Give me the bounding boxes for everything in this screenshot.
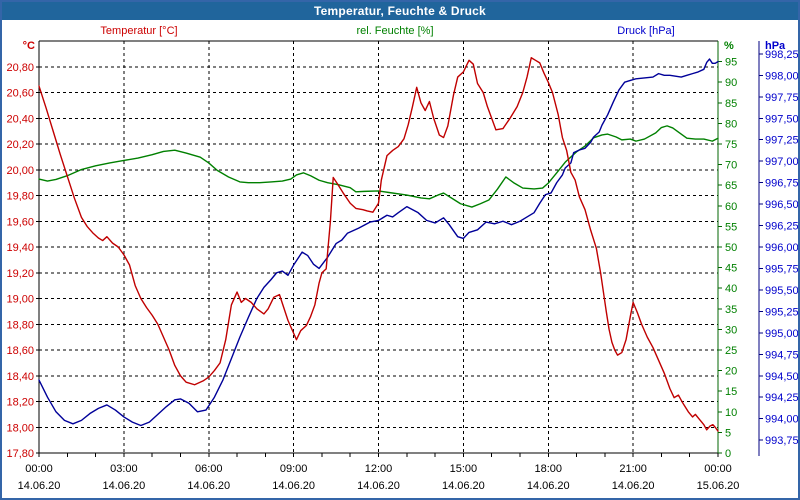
x-axis-date-label: 14.06.20 [272,480,315,492]
pressure-tick-label: 998,25 [765,49,798,61]
humidity-tick-label: 35 [725,304,737,316]
temperature-axis-header: Temperatur [°C] [100,25,177,37]
humidity-tick-label: 15 [725,386,737,398]
pressure-unit-label: hPa [765,40,786,52]
pressure-tick-label: 994,75 [765,349,798,361]
humidity-unit-label: % [724,40,734,52]
pressure-series-line [38,58,719,427]
x-axis-time-label: 06:00 [195,463,223,475]
x-axis-date-label: 14.06.20 [102,480,145,492]
x-axis-time-label: 09:00 [280,463,308,475]
temperature-tick-label: 19,40 [6,242,34,254]
humidity-tick-label: 0 [725,448,731,460]
humidity-series-line [38,125,719,208]
x-axis-time-label: 15:00 [450,463,478,475]
x-axis-date-label: 14.06.20 [18,480,61,492]
humidity-tick-label: 95 [725,57,737,69]
pressure-tick-label: 995,50 [765,285,798,297]
pressure-axis-header: Druck [hPa] [617,25,674,37]
x-axis-date-label: 14.06.20 [442,480,485,492]
pressure-tick-label: 996,50 [765,199,798,211]
x-axis-time-label: 00:00 [704,463,732,475]
humidity-tick-label: 45 [725,263,737,275]
humidity-tick-label: 60 [725,201,737,213]
chart-svg: 20,80 20,60 20,40 20,20 20,00 19,80 19,60 19,40… [6,25,798,492]
temperature-tick-label: 19,60 [6,216,34,228]
temperature-tick-label: 19,20 [6,268,34,280]
humidity-axis-header: rel. Feuchte [%] [356,25,433,37]
chart-container: 20,80 20,60 20,40 20,20 20,00 19,80 19,60 19,40… [2,20,798,498]
temperature-tick-label: 20,20 [6,139,34,151]
pressure-tick-label: 993,75 [765,435,798,447]
humidity-tick-label: 75 [725,139,737,151]
humidity-tick-label: 85 [725,98,737,110]
x-axis-time-label: 00:00 [25,463,53,475]
temperature-tick-label: 20,80 [6,62,34,74]
x-axis-date-label: 14.06.20 [357,480,400,492]
pressure-tick-label: 994,50 [765,371,798,383]
temperature-tick-label: 18,20 [6,397,34,409]
pressure-tick-label: 996,00 [765,242,798,254]
temperature-tick-label: 18,00 [6,422,34,434]
humidity-tick-label: 20 [725,366,737,378]
humidity-tick-label: 80 [725,118,737,130]
x-axis-time-label: 03:00 [110,463,138,475]
temperature-tick-label: 20,40 [6,113,34,125]
pressure-tick-label: 997,25 [765,135,798,147]
x-axis-time-label: 12:00 [365,463,393,475]
temperature-tick-label: 20,00 [6,165,34,177]
humidity-tick-label: 5 [725,427,731,439]
x-axis-time-label: 21:00 [619,463,647,475]
temperature-unit-label: °C [23,40,35,52]
temperature-tick-label: 19,80 [6,191,34,203]
temperature-tick-label: 19,00 [6,294,34,306]
x-axis-date-label: 14.06.20 [612,480,655,492]
pressure-tick-label: 997,50 [765,113,798,125]
humidity-tick-label: 40 [725,283,737,295]
temperature-tick-label: 18,80 [6,319,34,331]
pressure-tick-label: 997,75 [765,92,798,104]
title-bar: Temperatur, Feuchte & Druck [2,2,798,20]
humidity-tick-label: 50 [725,242,737,254]
pressure-tick-label: 995,25 [765,306,798,318]
humidity-tick-label: 55 [725,221,737,233]
humidity-tick-label: 65 [725,180,737,192]
temperature-series-line [38,57,719,432]
x-axis-time-label: 18:00 [534,463,562,475]
x-axis-date-label: 15.06.20 [697,480,740,492]
x-axis-date-label: 14.06.20 [527,480,570,492]
humidity-tick-label: 90 [725,77,737,89]
humidity-tick-label: 10 [725,407,737,419]
temperature-tick-label: 17,80 [6,448,34,460]
pressure-tick-label: 997,00 [765,156,798,168]
window-title: Temperatur, Feuchte & Druck [314,4,486,18]
temperature-tick-label: 18,60 [6,345,34,357]
humidity-tick-label: 25 [725,345,737,357]
pressure-tick-label: 996,75 [765,178,798,190]
pressure-tick-label: 995,75 [765,263,798,275]
x-axis-date-label: 14.06.20 [187,480,230,492]
pressure-tick-label: 994,25 [765,392,798,404]
pressure-tick-label: 998,00 [765,70,798,82]
temperature-tick-label: 18,40 [6,371,34,383]
pressure-tick-label: 994,00 [765,414,798,426]
temperature-tick-label: 20,60 [6,88,34,100]
pressure-tick-label: 995,00 [765,328,798,340]
humidity-tick-label: 70 [725,160,737,172]
humidity-tick-label: 30 [725,324,737,336]
pressure-tick-label: 996,25 [765,221,798,233]
